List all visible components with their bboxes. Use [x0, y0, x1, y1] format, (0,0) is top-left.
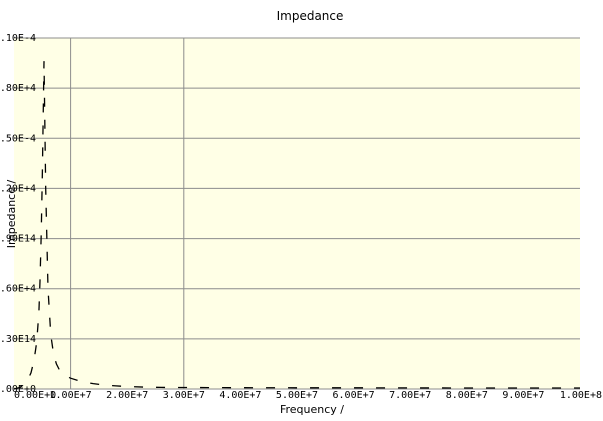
series-lines — [13, 61, 580, 390]
x-axis-label: Frequency / — [280, 403, 344, 416]
x-tick-label: 2.00E+7 — [106, 390, 148, 401]
x-tick-label: 1.00E+7 — [50, 390, 92, 401]
y-tick-label: 3.90E14 — [0, 234, 36, 245]
y-tick-label: 7.80E+4 — [0, 83, 36, 94]
y-tick-label: 0.00E+0 — [0, 384, 36, 395]
series-line — [13, 61, 580, 390]
y-tick-label: 1.30E14 — [0, 334, 36, 345]
x-tick-label: 6.00E+7 — [333, 390, 375, 401]
x-tick-label: 1.00E+8 — [560, 390, 602, 401]
y-tick-label: 9.10E-4 — [0, 33, 36, 44]
y-axis-label: Impedance / — [5, 180, 18, 249]
y-tick-label: 6.50E-4 — [0, 133, 36, 144]
x-tick-label: 9.00E+7 — [502, 390, 544, 401]
y-tick-label: 5.20E+4 — [0, 183, 36, 194]
y-tick-labels: 0.00E+0 1.30E14 2.60E+4 3.90E14 5.20E+4 6.50E… — [0, 33, 36, 395]
plot-background — [14, 38, 580, 389]
chart-title: Impedance — [277, 9, 344, 23]
x-tick-label: 3.00E+7 — [163, 390, 205, 401]
x-tick-label: 8.00E+7 — [446, 390, 488, 401]
x-tick-label: 5.00E+7 — [276, 390, 318, 401]
x-tick-label: 7.00E+7 — [389, 390, 431, 401]
grid-lines — [14, 37, 580, 389]
x-tick-label: 0.00E+0 — [14, 390, 56, 401]
x-tick-labels: 0.00E+01.00E+7 2.00E+7 3.00E+7 4.00E+7 5.00E… — [14, 390, 602, 401]
x-tick-label: 4.00E+7 — [219, 390, 261, 401]
y-tick-label: 2.60E+4 — [0, 284, 36, 295]
